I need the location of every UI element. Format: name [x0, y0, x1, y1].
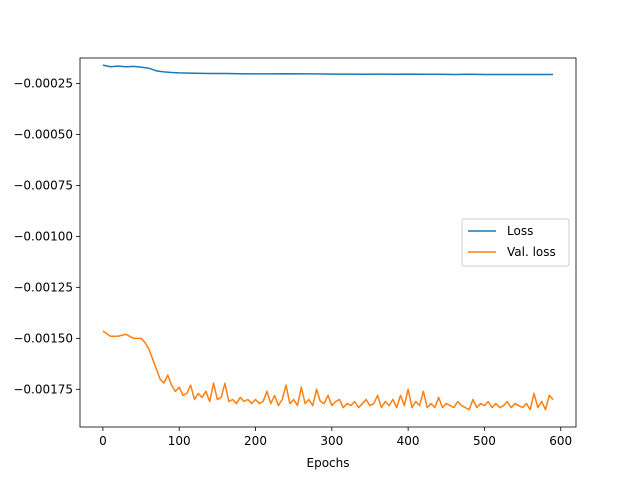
x-axis-label: Epochs [307, 456, 350, 470]
x-tick-label: 200 [244, 434, 267, 448]
series-line-val-loss [102, 330, 554, 411]
x-tick-label: 600 [549, 434, 572, 448]
legend-label-val-loss: Val. loss [507, 245, 556, 259]
y-tick-label: −0.00025 [13, 76, 73, 90]
y-tick-label: −0.00050 [13, 127, 73, 141]
series-line-loss [102, 64, 554, 76]
legend: Loss Val. loss [461, 218, 570, 267]
x-axis: 0 100 200 300 400 500 600 [99, 427, 572, 448]
x-tick-label: 0 [99, 434, 107, 448]
plot-frame [79, 57, 577, 428]
legend-label-loss: Loss [507, 224, 533, 238]
x-tick-label: 500 [473, 434, 496, 448]
x-tick-label: 100 [168, 434, 191, 448]
y-tick-label: −0.00075 [13, 178, 73, 192]
series-layer [102, 64, 554, 411]
y-axis: −0.00025 −0.00050 −0.00075 −0.00100 −0.00125… [13, 76, 80, 396]
x-tick-label: 400 [397, 434, 420, 448]
x-tick-label: 300 [320, 434, 343, 448]
y-tick-label: −0.00150 [13, 331, 73, 345]
y-tick-label: −0.00100 [13, 229, 73, 243]
y-tick-label: −0.00125 [13, 280, 73, 294]
y-tick-label: −0.00175 [13, 382, 73, 396]
